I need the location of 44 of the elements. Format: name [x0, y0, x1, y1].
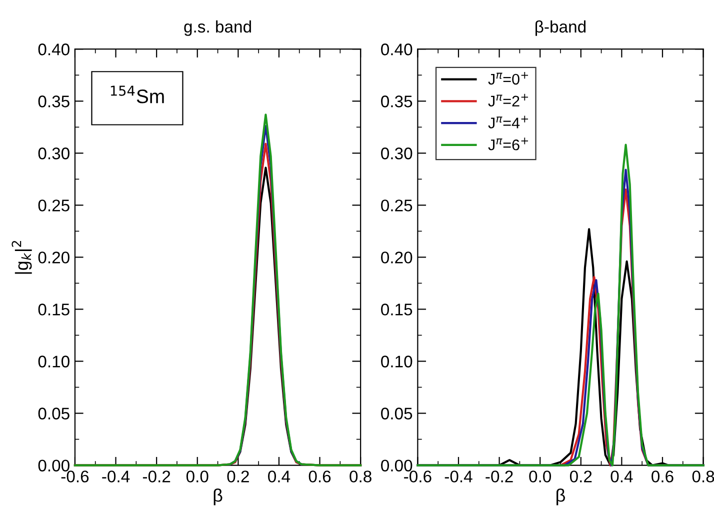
y-tick-label: 0.35: [38, 96, 70, 108]
legend-label: J$^{π}$=6$^{+}$: [488, 138, 528, 150]
x-axis-title: β: [214, 488, 222, 506]
y-axis-title: |g$_{k}$|$^{2}$: [12, 240, 32, 274]
x-tick-label: -0.6: [61, 470, 89, 482]
x-tick-label: 0.6: [652, 470, 674, 482]
y-tick-label: 0.10: [38, 356, 70, 368]
x-tick-label: 0.2: [227, 470, 249, 482]
legend-label: J$^{π}$=2$^{+}$: [488, 94, 528, 107]
x-tick-label: -0.4: [102, 470, 130, 482]
x-tick-label: 0.8: [350, 470, 372, 482]
x-axis-title: β: [556, 488, 565, 506]
y-tick-label: 0.05: [38, 408, 70, 420]
legend-label: J$^{π}$=4$^{+}$: [488, 116, 528, 128]
y-tick-label: 0.20: [381, 252, 412, 264]
x-tick-label: -0.2: [486, 470, 513, 482]
x-tick-label: -0.6: [404, 470, 432, 482]
y-tick-label: 0.30: [38, 148, 70, 160]
y-tick-label: 0.40: [381, 44, 412, 56]
y-tick-label: 0.25: [38, 200, 70, 212]
y-tick-label: 0.15: [38, 304, 70, 316]
chart-title: g.s. band: [184, 20, 251, 36]
y-tick-label: 0.35: [381, 96, 412, 108]
y-tick-label: 0.30: [381, 148, 412, 160]
x-tick-label: -0.2: [142, 470, 170, 482]
x-tick-label: 0.8: [692, 470, 714, 482]
x-tick-label: 0.6: [308, 470, 331, 482]
annotation: $^{154}$Sm: [110, 86, 164, 104]
y-tick-label: 0.40: [38, 44, 70, 56]
x-tick-label: 0.4: [268, 470, 290, 482]
x-tick-label: -0.4: [444, 470, 472, 482]
legend-label: J$^{π}$=0$^{+}$: [488, 72, 528, 85]
y-tick-label: 0.10: [381, 356, 412, 368]
chart-title: β-band: [536, 20, 586, 36]
y-tick-label: 0.00: [381, 460, 412, 472]
y-tick-label: 0.20: [38, 252, 70, 264]
y-tick-label: 0.15: [381, 304, 412, 316]
x-tick-label: 0.0: [186, 470, 208, 482]
y-tick-label: 0.25: [381, 200, 412, 212]
x-tick-label: 0.2: [570, 470, 592, 482]
y-tick-label: 0.05: [381, 408, 412, 420]
y-tick-label: 0.00: [38, 460, 70, 472]
x-tick-label: 0.4: [610, 470, 633, 482]
x-tick-label: 0.0: [529, 470, 552, 482]
